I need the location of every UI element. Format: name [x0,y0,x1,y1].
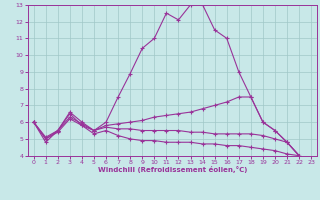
X-axis label: Windchill (Refroidissement éolien,°C): Windchill (Refroidissement éolien,°C) [98,166,247,173]
